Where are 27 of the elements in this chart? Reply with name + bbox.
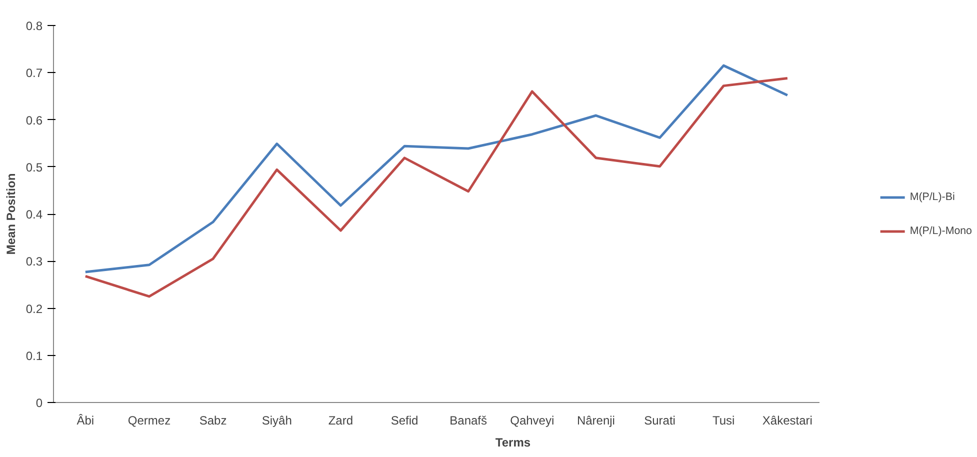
line-series xyxy=(84,64,789,274)
y-tick-label: 0.5 xyxy=(26,160,43,174)
x-tick-label: Xâkestari xyxy=(762,414,812,428)
x-tick-label: Banafš xyxy=(450,414,488,428)
x-tick-label: Qermez xyxy=(128,414,171,428)
y-tick-label: 0.4 xyxy=(26,208,43,222)
x-tick-label: Sabz xyxy=(199,414,227,428)
line-series xyxy=(84,77,789,298)
x-tick-label: Qahveyi xyxy=(510,414,554,428)
y-tick-label: 0 xyxy=(36,396,43,410)
y-tick-label: 0.2 xyxy=(26,302,43,316)
y-axis-title: Mean Position xyxy=(4,173,18,255)
y-tick-label: 0.1 xyxy=(26,348,43,363)
x-tick-label: Sefid xyxy=(390,414,418,428)
y-tick-label: 0.7 xyxy=(26,66,43,80)
y-tick-label: 0.3 xyxy=(26,254,43,269)
x-axis-title: Terms xyxy=(495,436,531,450)
y-tick-label: 0.8 xyxy=(26,19,43,33)
x-tick-label: Tusi xyxy=(712,414,735,428)
x-tick-label: Siyâh xyxy=(262,414,292,428)
x-tick-label: Nârenji xyxy=(576,414,615,428)
legend-label: M(P/L)-Mono xyxy=(910,224,972,236)
y-tick-label: 0.6 xyxy=(26,113,43,128)
legend-label: M(P/L)-Bi xyxy=(910,190,955,202)
x-tick-label: Zard xyxy=(328,414,354,428)
x-tick-label: Surati xyxy=(644,414,676,428)
x-tick-label: Âbi xyxy=(76,414,94,428)
